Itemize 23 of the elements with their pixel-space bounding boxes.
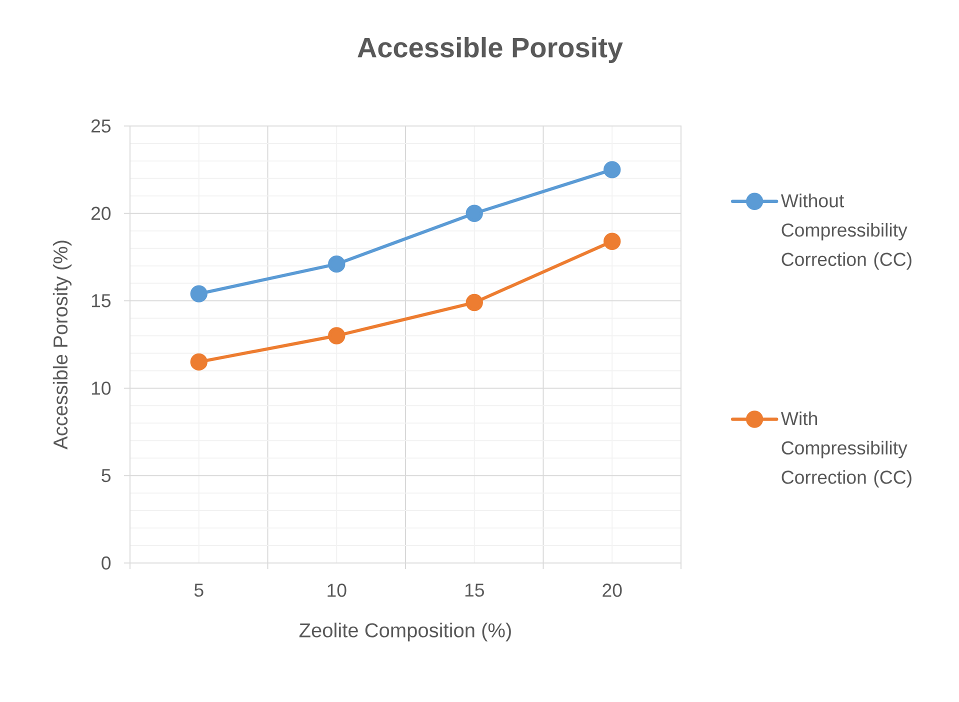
y-tick-label: 15 <box>92 294 111 308</box>
point <box>328 327 346 344</box>
y-tick-label: 25 <box>91 119 111 133</box>
legend-label: Without Compressibility Correction (CC) <box>780 194 912 270</box>
point <box>190 353 208 371</box>
y-tick-label: 10 <box>92 382 111 395</box>
point <box>604 161 621 178</box>
legend-label: With Compressibility Correction (CC) <box>780 411 912 488</box>
point <box>466 294 483 312</box>
y-axis-title: Accessible Porosity (%) <box>52 240 72 450</box>
point <box>604 232 621 250</box>
x-tick-label: 20 <box>602 584 622 597</box>
point <box>466 204 483 222</box>
x-tick-label: 15 <box>465 584 484 597</box>
x-tick-label: 5 <box>194 584 204 597</box>
x-tick-label: 10 <box>328 584 346 597</box>
y-tick-label: 0 <box>102 556 111 570</box>
point <box>328 255 346 273</box>
chart-title: Accessible Porosity <box>358 36 623 64</box>
point <box>190 285 208 302</box>
y-tick-label: 20 <box>91 206 111 220</box>
y-tick-label: 5 <box>102 469 111 482</box>
x-axis-title: Zeolite Composition (%) <box>299 622 511 642</box>
